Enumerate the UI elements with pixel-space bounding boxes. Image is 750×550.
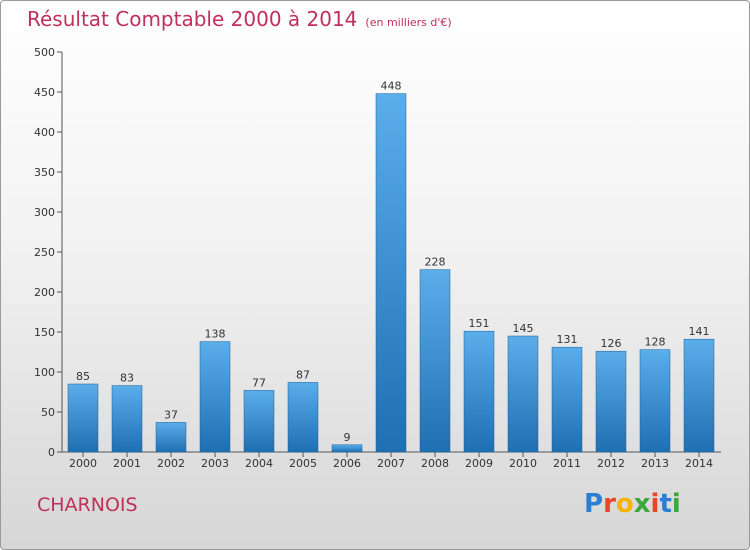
x-tick-label: 2010 (509, 457, 537, 470)
logo-letter: o (615, 489, 634, 519)
data-label-2009: 151 (469, 317, 490, 330)
bar-2014 (683, 338, 715, 453)
x-tick-label: 2008 (421, 457, 449, 470)
bar-2005 (287, 382, 319, 453)
bar-2003 (199, 341, 231, 453)
data-label-2004: 77 (252, 376, 266, 389)
x-tick-label: 2006 (333, 457, 361, 470)
chart-unit: (en milliers d'€) (365, 16, 452, 29)
data-label-2006: 9 (344, 431, 351, 444)
logo-letter: i (671, 489, 681, 519)
x-tick-label: 2014 (685, 457, 713, 470)
y-tick-label: 0 (48, 446, 55, 459)
data-label-2005: 87 (296, 368, 310, 381)
y-tick-label: 50 (41, 406, 55, 419)
x-tick-label: 2011 (553, 457, 581, 470)
logo-letter: x (633, 489, 651, 519)
y-tick-label: 250 (34, 246, 55, 259)
bar-2006 (331, 444, 363, 453)
data-label-2014: 141 (689, 325, 710, 338)
data-label-2008: 228 (425, 256, 446, 269)
bar-2011 (551, 346, 583, 453)
bar-2004 (243, 390, 275, 453)
x-tick-label: 2005 (289, 457, 317, 470)
logo-letter: r (603, 489, 616, 519)
data-label-2000: 85 (76, 370, 90, 383)
data-label-2001: 83 (120, 372, 134, 385)
y-tick-label: 150 (34, 326, 55, 339)
y-tick-label: 400 (34, 126, 55, 139)
x-tick-label: 2002 (157, 457, 185, 470)
logo-letter: t (659, 489, 672, 519)
y-tick-label: 200 (34, 286, 55, 299)
x-tick-label: 2003 (201, 457, 229, 470)
chart-title-text: Résultat Comptable 2000 à 2014 (27, 7, 358, 31)
bar-2010 (507, 335, 539, 453)
x-tick-label: 2009 (465, 457, 493, 470)
y-tick-label: 450 (34, 86, 55, 99)
proxiti-logo: Proxiti (584, 489, 681, 519)
bar-2009 (463, 330, 495, 453)
bar-2001 (111, 385, 143, 453)
y-tick-label: 100 (34, 366, 55, 379)
y-tick-label: 500 (34, 46, 55, 59)
x-tick-label: 2007 (377, 457, 405, 470)
data-label-2003: 138 (205, 328, 226, 341)
x-tick-label: 2012 (597, 457, 625, 470)
y-tick-label: 350 (34, 166, 55, 179)
x-tick-label: 2000 (69, 457, 97, 470)
data-label-2012: 126 (601, 337, 622, 350)
commune-name: CHARNOIS (37, 494, 138, 516)
data-label-2007: 448 (381, 80, 402, 93)
bar-2000 (67, 383, 99, 453)
x-tick-label: 2004 (245, 457, 273, 470)
data-label-2002: 37 (164, 408, 178, 421)
data-label-2011: 131 (557, 333, 578, 346)
x-tick-label: 2013 (641, 457, 669, 470)
bar-2002 (155, 422, 187, 453)
bar-2007 (375, 93, 407, 453)
data-label-2010: 145 (513, 322, 534, 335)
bar-2012 (595, 350, 627, 453)
bar-2008 (419, 269, 451, 453)
logo-letter: i (650, 489, 660, 519)
bar-2013 (639, 349, 671, 453)
chart-title: Résultat Comptable 2000 à 2014 (en millie… (27, 7, 452, 31)
x-tick-label: 2001 (113, 457, 141, 470)
data-label-2013: 128 (645, 336, 666, 349)
y-tick-label: 300 (34, 206, 55, 219)
logo-letter: P (584, 489, 604, 519)
